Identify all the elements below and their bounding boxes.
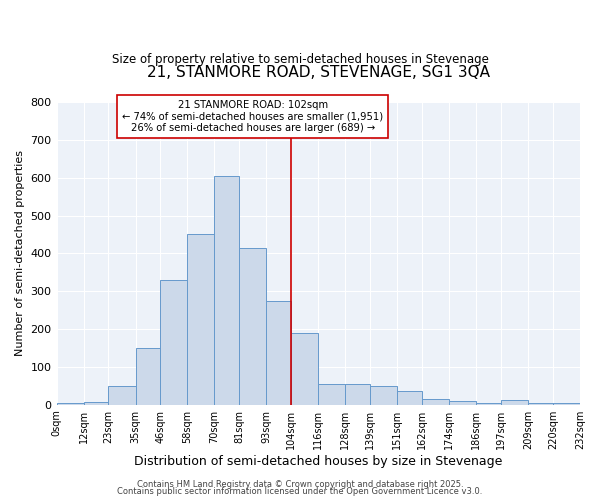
Bar: [160, 280, 187, 404]
Text: Size of property relative to semi-detached houses in Stevenage: Size of property relative to semi-detach…: [112, 52, 488, 66]
Bar: [553, 403, 580, 404]
Bar: [528, 403, 553, 404]
Bar: [56, 403, 83, 404]
Title: 21, STANMORE ROAD, STEVENAGE, SG1 3QA: 21, STANMORE ROAD, STEVENAGE, SG1 3QA: [147, 65, 490, 80]
Bar: [318, 384, 346, 404]
Text: 21 STANMORE ROAD: 102sqm
← 74% of semi-detached houses are smaller (1,951)
26% o: 21 STANMORE ROAD: 102sqm ← 74% of semi-d…: [122, 100, 383, 133]
Text: Contains HM Land Registry data © Crown copyright and database right 2025.: Contains HM Land Registry data © Crown c…: [137, 480, 463, 489]
Bar: [266, 300, 291, 405]
Bar: [422, 399, 449, 404]
Bar: [476, 403, 501, 404]
Bar: [83, 402, 109, 404]
Bar: [239, 248, 266, 404]
Bar: [187, 234, 214, 404]
Y-axis label: Number of semi-detached properties: Number of semi-detached properties: [15, 150, 25, 356]
Text: Contains public sector information licensed under the Open Government Licence v3: Contains public sector information licen…: [118, 487, 482, 496]
Bar: [346, 384, 370, 404]
Bar: [291, 333, 318, 404]
Bar: [136, 348, 160, 405]
Bar: [501, 400, 528, 404]
Bar: [449, 401, 476, 404]
Bar: [370, 386, 397, 404]
Bar: [214, 176, 239, 404]
Bar: [397, 390, 422, 404]
Bar: [109, 386, 136, 404]
X-axis label: Distribution of semi-detached houses by size in Stevenage: Distribution of semi-detached houses by …: [134, 454, 502, 468]
